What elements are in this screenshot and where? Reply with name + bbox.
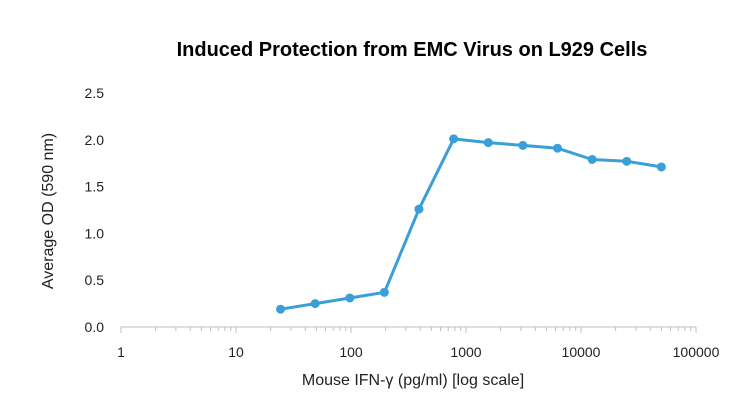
data-point (449, 134, 459, 144)
y-tick-label: 0.0 (85, 319, 105, 335)
y-axis-label: Average OD (590 nm) (40, 133, 57, 289)
x-tick-label: 1000 (450, 344, 481, 360)
data-point (553, 143, 563, 153)
data-point (345, 293, 355, 303)
x-tick-label: 10 (228, 344, 244, 360)
data-point (483, 138, 493, 148)
y-tick-label: 1.5 (85, 179, 105, 195)
data-point (276, 304, 286, 314)
y-axis-ticks: 0.0 0.5 1.0 1.5 2.0 2.5 (85, 85, 105, 335)
x-tick-label: 1 (117, 344, 125, 360)
x-tick-label: 10000 (562, 344, 601, 360)
series-layer (276, 134, 666, 314)
data-point (518, 140, 528, 150)
series-line (279, 137, 663, 311)
data-point (587, 154, 597, 164)
y-tick-label: 2.5 (85, 85, 105, 101)
x-axis: 1 10 100 1000 10000 100000 (117, 326, 720, 360)
chart-title: Induced Protection from EMC Virus on L92… (177, 39, 648, 61)
data-point (379, 287, 389, 297)
data-point (622, 156, 632, 166)
x-tick-label: 100000 (673, 344, 720, 360)
y-tick-label: 1.0 (85, 225, 105, 241)
data-point (656, 162, 666, 172)
x-tick-label: 100 (339, 344, 363, 360)
y-tick-label: 2.0 (85, 132, 105, 148)
y-tick-label: 0.5 (85, 272, 105, 288)
x-axis-label: Mouse IFN-γ (pg/ml) [log scale] (302, 372, 524, 389)
data-point (310, 299, 320, 309)
data-point (414, 204, 424, 214)
